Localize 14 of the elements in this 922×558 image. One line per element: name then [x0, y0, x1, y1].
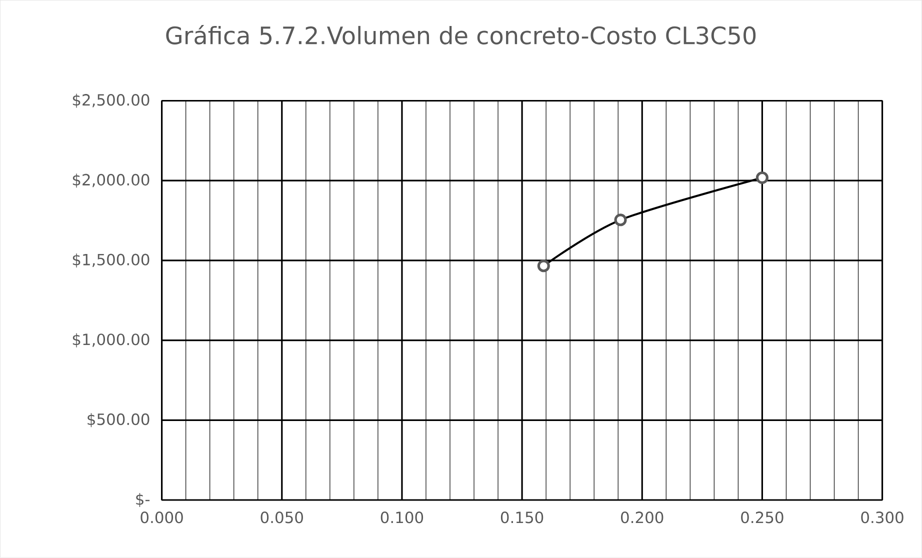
chart-title: Gráfica 5.7.2.Volumen de concreto-Costo CL3C50 — [166, 25, 756, 45]
y-tick-label: $500.00 — [88, 413, 150, 428]
x-tick-label: 0.000 — [140, 512, 183, 524]
y-tick-label: $1,500.00 — [72, 254, 150, 268]
y-tick-label: $- — [136, 493, 150, 508]
x-tick-label: 0.250 — [741, 512, 784, 524]
x-tick-label: 0.050 — [260, 512, 303, 524]
y-tick-label: $2,000.00 — [72, 174, 150, 188]
x-tick-label: 0.200 — [621, 512, 664, 524]
x-tick-label: 0.300 — [861, 512, 904, 524]
x-tick-label: 0.100 — [380, 512, 424, 524]
x-tick-label: 0.150 — [500, 512, 544, 524]
y-tick-label: $2,500.00 — [72, 94, 150, 108]
y-tick-label: $1,000.00 — [72, 333, 150, 348]
